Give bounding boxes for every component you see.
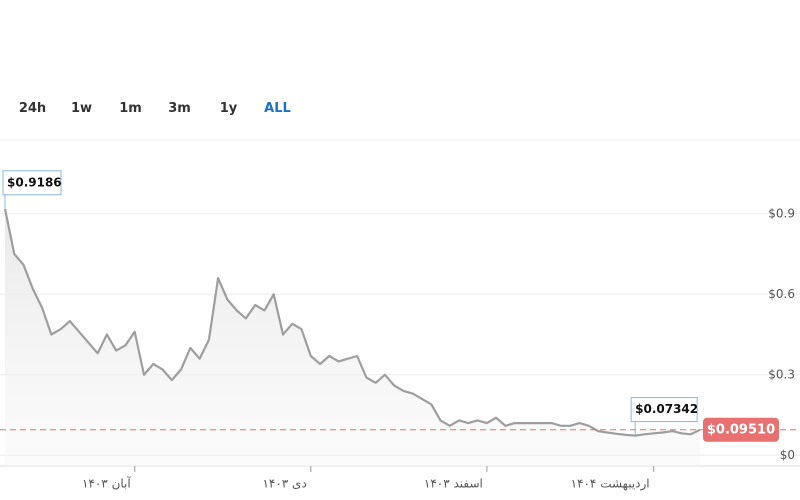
y-tick-label: $0.3 bbox=[768, 367, 795, 381]
y-tick-label: $0.6 bbox=[768, 287, 795, 301]
range-button[interactable]: 1y bbox=[204, 96, 253, 120]
current-price-label: $0.09510 bbox=[707, 422, 775, 437]
price-line bbox=[3, 208, 701, 437]
range-button[interactable]: 3m bbox=[155, 96, 204, 120]
y-tick-label: $0 bbox=[780, 448, 795, 462]
range-button[interactable]: 1m bbox=[106, 96, 155, 120]
range-button[interactable]: 24h bbox=[8, 96, 57, 120]
annotation-label: $0.07342 bbox=[635, 402, 698, 416]
x-tick-label: اردیبهشت ۱۴۰۴ bbox=[571, 477, 650, 492]
annotation-box bbox=[2, 170, 62, 196]
current-price-badge bbox=[703, 417, 779, 442]
range-selector: 24h 1w 1m 3m 1y ALL bbox=[8, 96, 302, 120]
area bbox=[5, 208, 700, 467]
y-tick-label: $0.9 bbox=[768, 206, 795, 220]
x-tick-label: دی ۱۴۰۳ bbox=[262, 477, 306, 491]
x-tick-label: آبان ۱۴۰۳ bbox=[82, 476, 131, 491]
annotation-box bbox=[630, 397, 698, 423]
x-tick-label: اسفند ۱۴۰۳ bbox=[424, 477, 483, 491]
range-button[interactable]: ALL bbox=[253, 96, 302, 120]
annotation-label: $0.9186 bbox=[7, 175, 62, 189]
range-button[interactable]: 1w bbox=[57, 96, 106, 120]
